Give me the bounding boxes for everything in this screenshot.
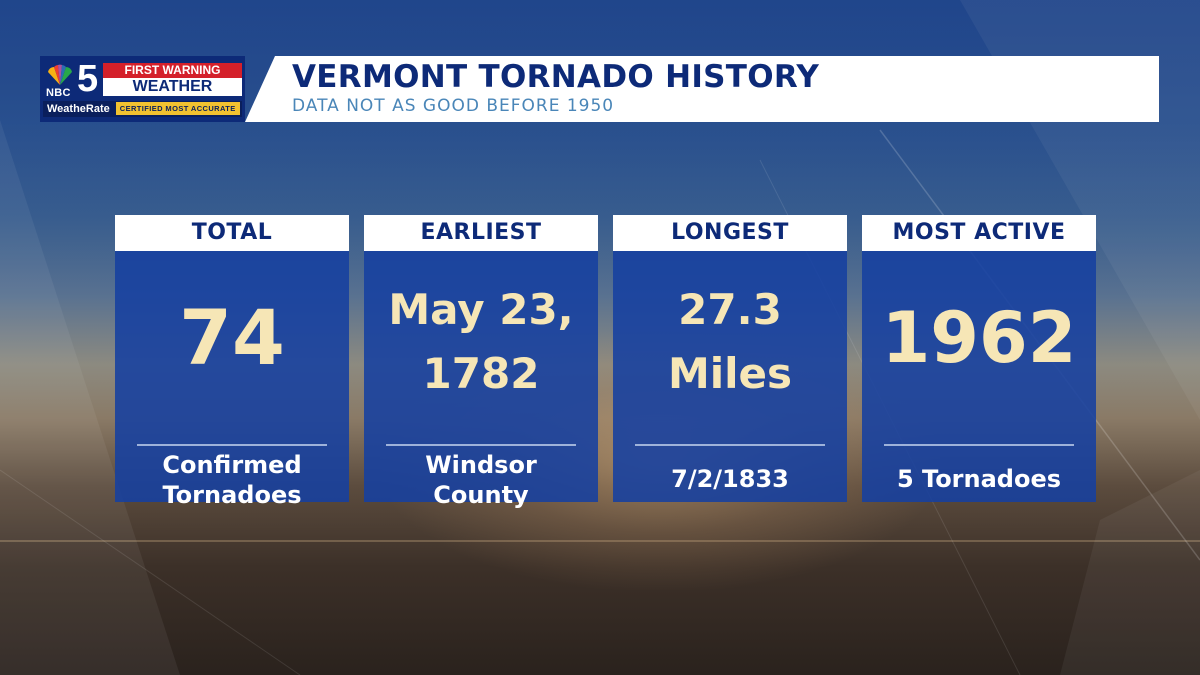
- first-warning-label: FIRST WARNING: [103, 63, 242, 78]
- card-body: May 23, 1782 Windsor County: [364, 251, 598, 509]
- weatherate-name: WeatheRate: [47, 103, 110, 115]
- stat-card-total: TOTAL 74 Confirmed Tornadoes: [115, 215, 349, 509]
- card-value: 1962: [881, 297, 1077, 379]
- card-value-line: 27.3: [678, 285, 782, 334]
- card-value: 74: [179, 293, 285, 382]
- card-divider: [137, 444, 327, 446]
- stat-card-most-active: MOST ACTIVE 1962 5 Tornadoes: [862, 215, 1096, 502]
- card-body: 74 Confirmed Tornadoes: [115, 251, 349, 509]
- page-title: VERMONT TORNADO HISTORY: [292, 59, 820, 95]
- horizon-line: [0, 540, 1200, 542]
- weatherate-strip: WeatheRate CERTIFIED MOST ACCURATE: [43, 101, 242, 117]
- card-label: MOST ACTIVE: [862, 215, 1096, 251]
- page-subtitle: DATA NOT AS GOOD BEFORE 1950: [292, 96, 615, 116]
- certified-badge: CERTIFIED MOST ACCURATE: [115, 102, 240, 115]
- stat-card-earliest: EARLIEST May 23, 1782 Windsor County: [364, 215, 598, 509]
- network-name: NBC: [46, 87, 71, 99]
- card-value-line: Miles: [667, 349, 793, 398]
- card-caption-line: 5 Tornadoes: [896, 465, 1062, 493]
- card-body: 1962 5 Tornadoes: [862, 251, 1096, 502]
- card-caption-line: 7/2/1833: [671, 465, 789, 493]
- channel-number: 5: [77, 58, 99, 100]
- card-divider: [884, 444, 1074, 446]
- stat-card-longest: LONGEST 27.3 Miles 7/2/1833: [613, 215, 847, 502]
- card-label: EARLIEST: [364, 215, 598, 251]
- card-label: TOTAL: [115, 215, 349, 251]
- nbc-peacock-icon: [48, 64, 72, 85]
- card-caption-line: County: [433, 481, 529, 509]
- title-panel: [245, 56, 1159, 122]
- card-value-line: May 23,: [388, 285, 574, 334]
- weather-label: WEATHER: [103, 78, 242, 96]
- card-body: 27.3 Miles 7/2/1833: [613, 251, 847, 502]
- card-caption-line: Confirmed: [162, 451, 302, 479]
- card-divider: [635, 444, 825, 446]
- card-caption-line: Windsor: [425, 451, 537, 479]
- card-label: LONGEST: [613, 215, 847, 251]
- header-bar: NBC 5 FIRST WARNING WEATHER WeatheRate CE…: [40, 56, 1159, 122]
- card-value-line: 1782: [422, 349, 540, 398]
- station-logo: NBC 5 FIRST WARNING WEATHER WeatheRate CE…: [40, 56, 245, 122]
- card-caption-line: Tornadoes: [162, 481, 302, 509]
- card-divider: [386, 444, 576, 446]
